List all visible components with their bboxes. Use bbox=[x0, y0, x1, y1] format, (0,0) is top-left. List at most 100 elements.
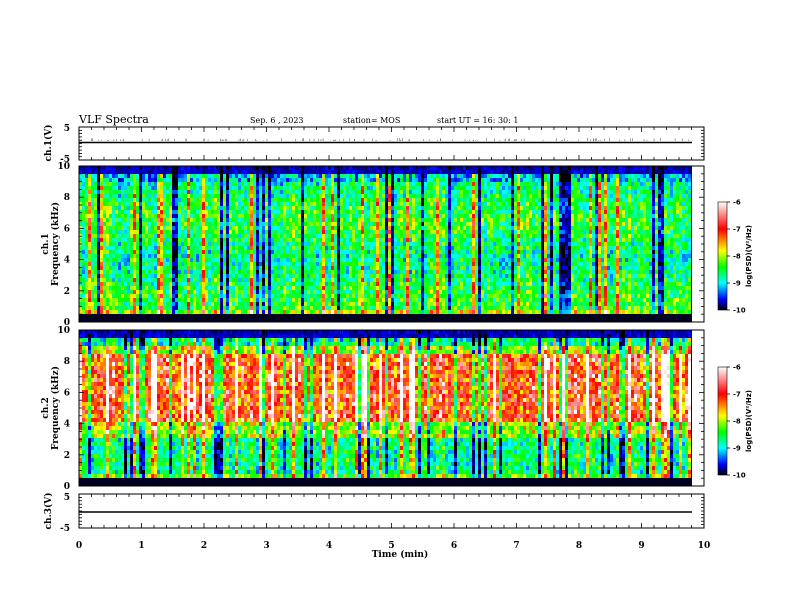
spectrogram-cell bbox=[169, 186, 172, 190]
spectrogram-cell bbox=[220, 222, 223, 226]
spectrogram-cell bbox=[142, 218, 145, 222]
spectrogram-cell bbox=[331, 310, 334, 314]
spectrogram-cell bbox=[145, 202, 148, 206]
spectrogram-cell bbox=[334, 190, 337, 194]
spectrogram-cell bbox=[82, 166, 85, 170]
spectrogram-cell bbox=[265, 242, 268, 246]
spectrogram-cell bbox=[154, 278, 157, 282]
spectrogram-cell bbox=[130, 270, 133, 274]
spectrogram-cell bbox=[280, 290, 283, 294]
spectrogram-cell bbox=[361, 294, 364, 298]
spectrogram-cell bbox=[148, 174, 151, 178]
spectrogram-cell bbox=[109, 262, 112, 266]
spectrogram-cell bbox=[85, 286, 88, 290]
spectrogram-cell bbox=[331, 274, 334, 278]
spectrogram-cell bbox=[331, 178, 334, 182]
spectrogram-cell bbox=[226, 174, 229, 178]
spectrogram-cell bbox=[310, 170, 313, 174]
spectrogram-cell bbox=[115, 170, 118, 174]
spectrogram-cell bbox=[430, 226, 433, 230]
spectrogram-cell bbox=[82, 238, 85, 242]
spectrogram-cell bbox=[334, 174, 337, 178]
spectrogram-cell bbox=[196, 214, 199, 218]
spectrogram-cell bbox=[358, 246, 361, 250]
spectrogram-cell bbox=[334, 254, 337, 258]
spectrogram-cell bbox=[265, 202, 268, 206]
spectrogram-cell bbox=[280, 310, 283, 314]
spectrogram-cell bbox=[178, 278, 181, 282]
spectrogram-cell bbox=[205, 202, 208, 206]
spectrogram-cell bbox=[352, 274, 355, 278]
spectrogram-cell bbox=[259, 298, 262, 302]
spectrogram-cell bbox=[112, 262, 115, 266]
spectrogram-cell bbox=[262, 170, 265, 174]
spectrogram-cell bbox=[346, 266, 349, 270]
spectrogram-cell bbox=[148, 234, 151, 238]
spectrogram-cell bbox=[238, 206, 241, 210]
spectrogram-cell bbox=[268, 250, 271, 254]
spectrogram-cell bbox=[388, 270, 391, 274]
spectrogram-cell bbox=[418, 298, 421, 302]
spectrogram-cell bbox=[301, 310, 304, 314]
spectrogram-cell bbox=[223, 202, 226, 206]
spectrogram-cell bbox=[355, 198, 358, 202]
spectrogram-cell bbox=[409, 210, 412, 214]
spectrogram-cell bbox=[253, 202, 256, 206]
spectrogram-cell bbox=[127, 174, 130, 178]
spectrogram-cell bbox=[250, 202, 253, 206]
spectrogram-cell bbox=[226, 306, 229, 310]
spectrogram-cell bbox=[139, 170, 142, 174]
spectrogram-cell bbox=[202, 310, 205, 314]
spectrogram-cell bbox=[412, 266, 415, 270]
spectrogram-cell bbox=[328, 306, 331, 310]
spectrogram-cell bbox=[205, 254, 208, 258]
spectrogram-cell bbox=[412, 274, 415, 278]
spectrogram-cell bbox=[226, 198, 229, 202]
spectrogram-cell bbox=[388, 214, 391, 218]
spectrogram-cell bbox=[115, 218, 118, 222]
spectrogram-cell bbox=[181, 214, 184, 218]
spectrogram-cell bbox=[373, 206, 376, 210]
spectrogram-cell bbox=[139, 302, 142, 306]
spectrogram-cell bbox=[331, 306, 334, 310]
spectrogram-cell bbox=[439, 218, 442, 222]
spectrogram-cell bbox=[265, 286, 268, 290]
spectrogram-cell bbox=[118, 250, 121, 254]
spectrogram-cell bbox=[268, 298, 271, 302]
spectrogram-cell bbox=[190, 238, 193, 242]
spectrogram-cell bbox=[343, 270, 346, 274]
spectrogram-cell bbox=[298, 198, 301, 202]
spectrogram-cell bbox=[313, 194, 316, 198]
spectrogram-cell bbox=[175, 206, 178, 210]
spectrogram-cell bbox=[268, 310, 271, 314]
spectrogram-cell bbox=[223, 238, 226, 242]
spectrogram-cell bbox=[241, 222, 244, 226]
spectrogram-cell bbox=[187, 254, 190, 258]
spectrogram-cell bbox=[133, 234, 136, 238]
spectrogram-cell bbox=[319, 234, 322, 238]
spectrogram-cell bbox=[433, 230, 436, 234]
spectrogram-cell bbox=[388, 302, 391, 306]
spectrogram-cell bbox=[112, 198, 115, 202]
spectrogram-cell bbox=[412, 206, 415, 210]
spectrogram-cell bbox=[271, 222, 274, 226]
spectrogram-cell bbox=[154, 166, 157, 170]
spectrogram-cell bbox=[367, 230, 370, 234]
spectrogram-cell bbox=[163, 250, 166, 254]
spectrogram-cell bbox=[163, 294, 166, 298]
spectrogram-cell bbox=[166, 318, 169, 322]
spectrogram-cell bbox=[439, 258, 442, 262]
spectrogram-cell bbox=[265, 290, 268, 294]
spectrogram-cell bbox=[367, 278, 370, 282]
spectrogram-cell bbox=[253, 306, 256, 310]
spectrogram-cell bbox=[352, 302, 355, 306]
spectrogram-cell bbox=[229, 178, 232, 182]
spectrogram-cell bbox=[268, 258, 271, 262]
spectrogram-cell bbox=[379, 174, 382, 178]
spectrogram-cell bbox=[394, 206, 397, 210]
spectrogram-cell bbox=[370, 186, 373, 190]
spectrogram-cell bbox=[445, 310, 448, 314]
spectrogram-cell bbox=[106, 294, 109, 298]
spectrogram-cell bbox=[112, 258, 115, 262]
spectrogram-cell bbox=[280, 278, 283, 282]
